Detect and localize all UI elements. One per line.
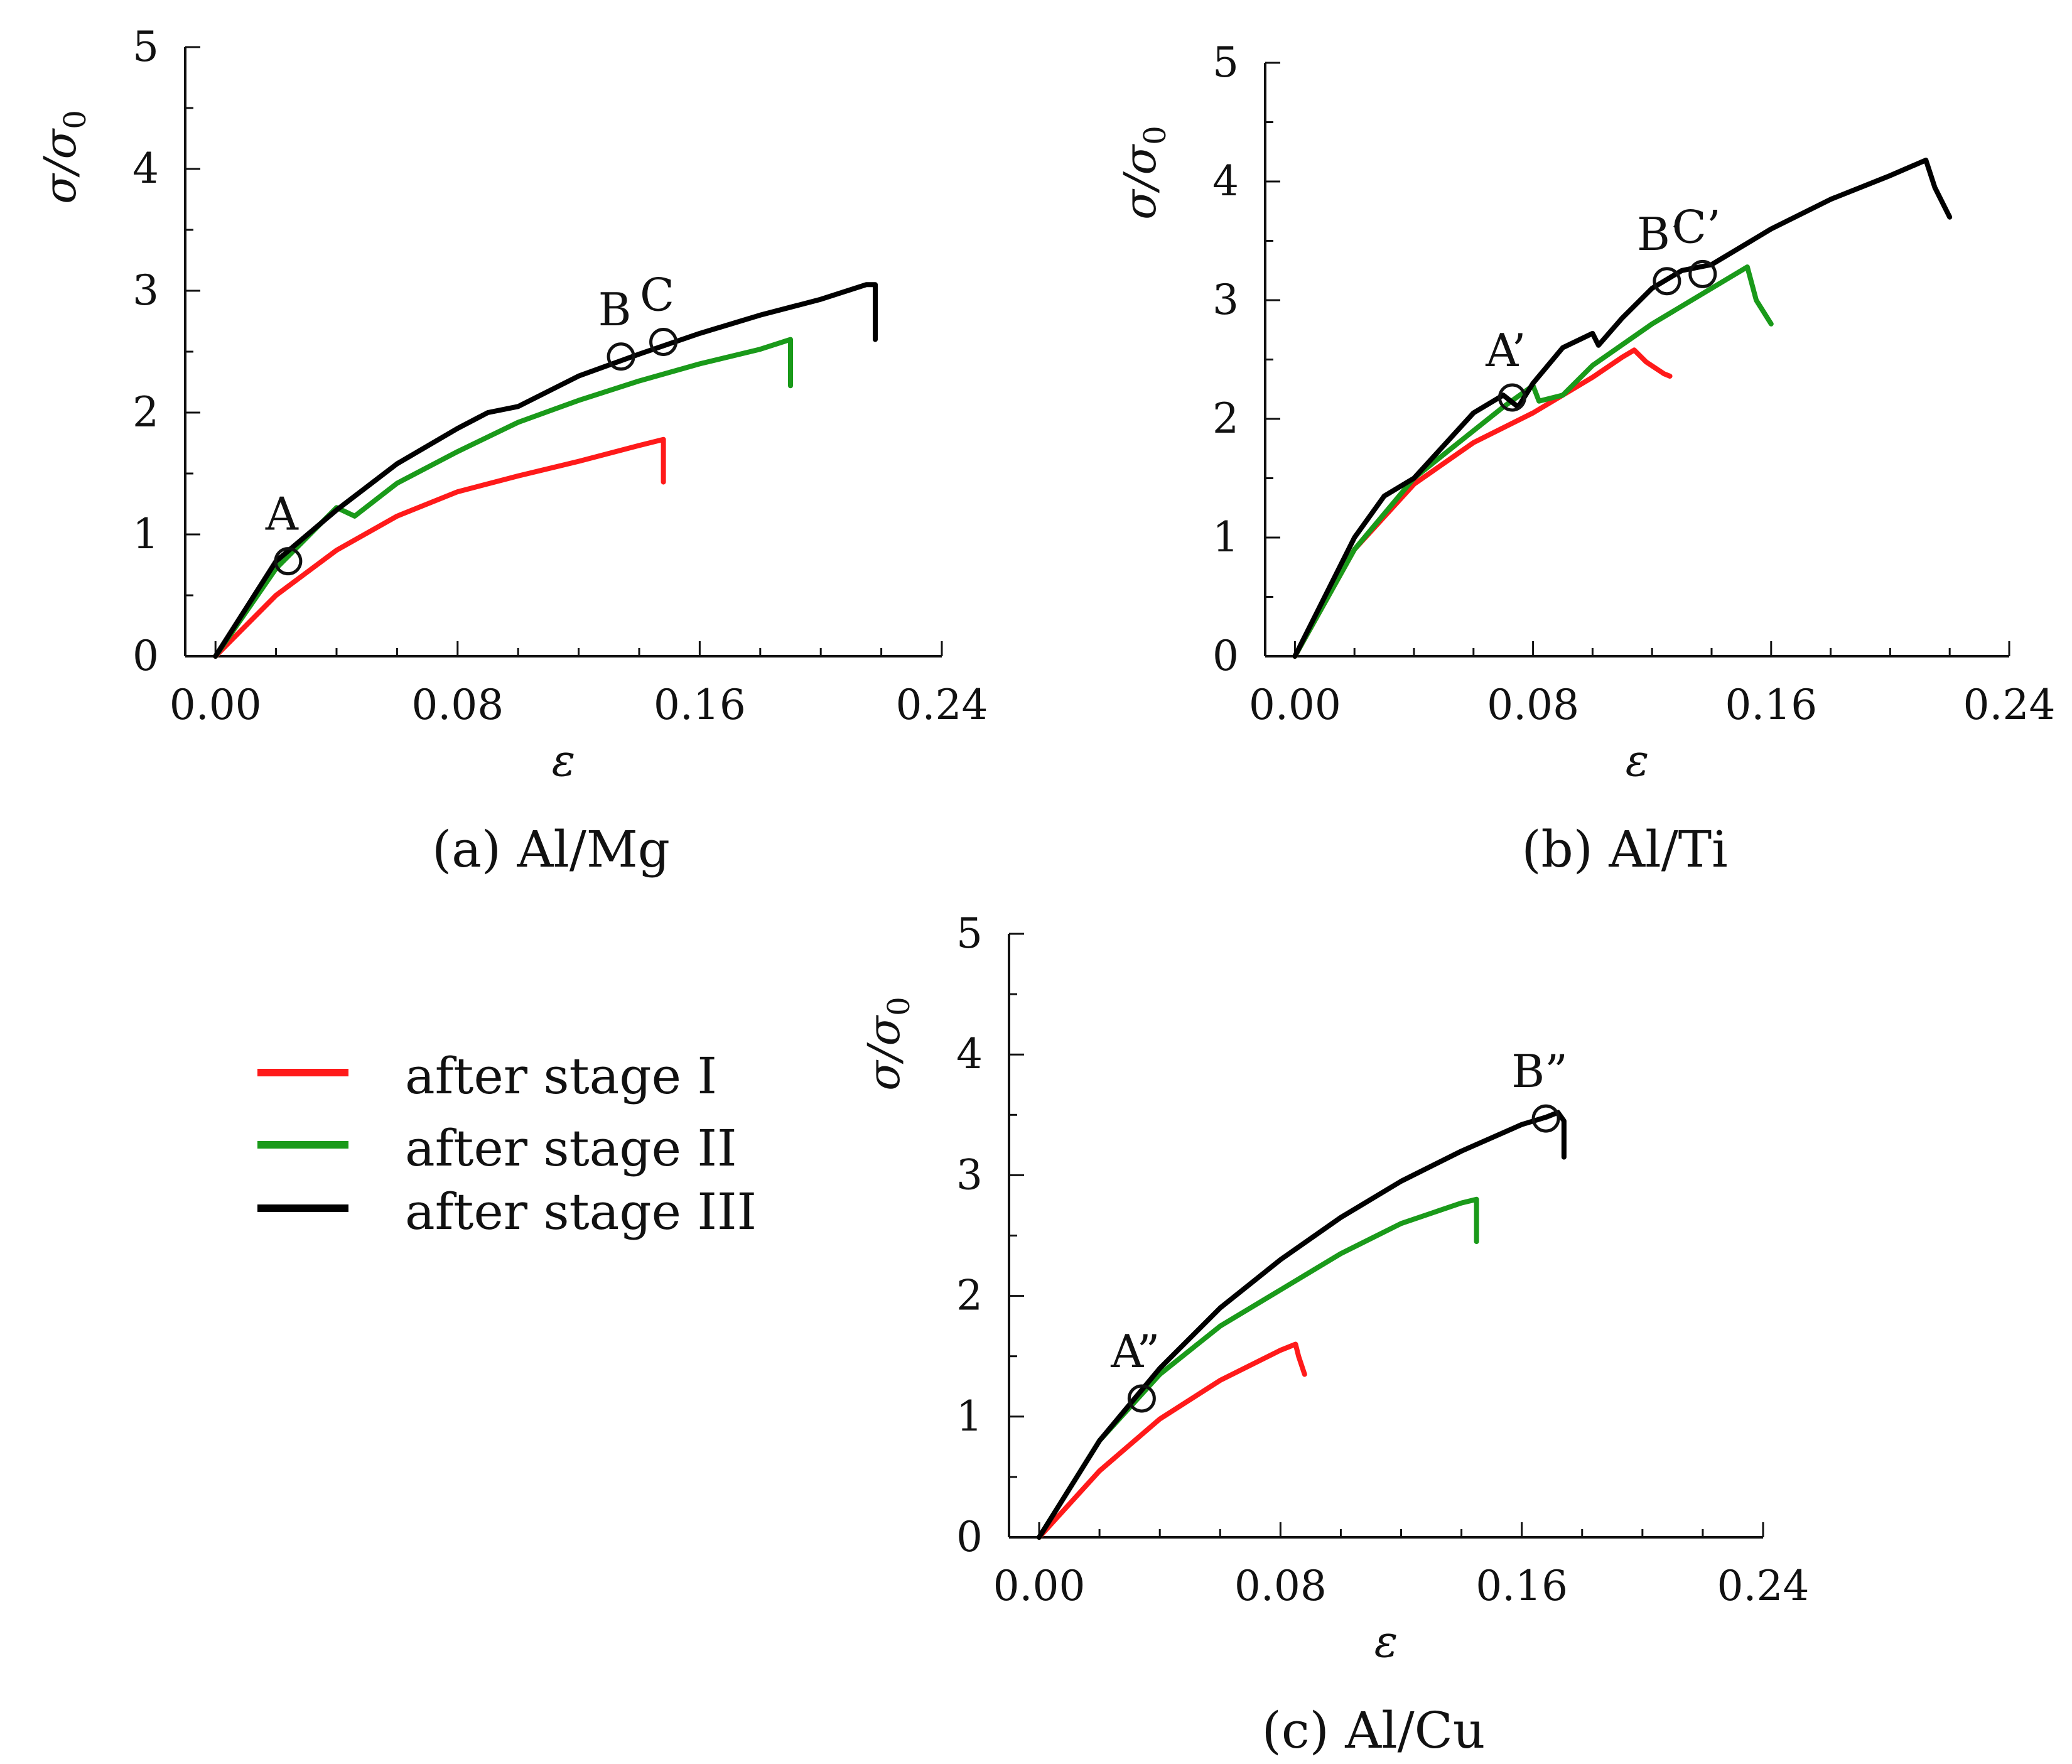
annotation-marker	[649, 327, 678, 356]
y-tick-label: 3	[1212, 276, 1239, 324]
y-axis-label-subscript: 0	[882, 997, 917, 1016]
series-line-after-stage-i	[1292, 347, 1673, 659]
y-tick-label: 1	[1212, 513, 1239, 561]
x-tick-label: 0.00	[1249, 681, 1341, 729]
series-line-after-stage-ii	[1037, 1196, 1479, 1540]
y-axis-label-subscript: 0	[1138, 126, 1173, 145]
y-tick-label: 5	[132, 23, 159, 71]
x-tick-label: 0.08	[1234, 1562, 1327, 1610]
x-tick-label: 0.08	[411, 681, 504, 729]
x-tick-label: 0.16	[654, 681, 746, 729]
y-tick-label: 0	[132, 632, 159, 680]
panel-caption: (b) Al/Ti	[1521, 820, 1727, 879]
x-tick-label: 0.24	[1717, 1562, 1810, 1610]
y-tick-label: 4	[956, 1030, 983, 1078]
y-tick-label: 0	[956, 1513, 983, 1561]
annotation-label: A”	[1110, 1325, 1160, 1378]
x-tick-label: 0.16	[1725, 681, 1817, 729]
annotation-marker	[1688, 259, 1717, 288]
series-line-after-stage-ii	[1292, 264, 1774, 659]
legend-label-stage-i: after stage I	[405, 1047, 717, 1105]
y-tick-label: 4	[1212, 157, 1239, 205]
x-tick-label: 0.00	[170, 681, 262, 729]
annotation-marker	[274, 547, 303, 576]
panel-caption: (a) Al/Mg	[432, 820, 670, 879]
series-line-after-stage-ii	[213, 337, 793, 659]
y-tick-label: 3	[132, 266, 159, 315]
annotation-marker	[1531, 1104, 1560, 1133]
annotation-label: A	[265, 488, 299, 541]
y-tick-label: 2	[1212, 394, 1239, 443]
x-axis-label: ε	[552, 735, 576, 786]
x-tick-label: 0.16	[1476, 1562, 1568, 1610]
y-tick-label: 4	[132, 144, 159, 193]
y-axis-label: σ/σ0	[35, 110, 93, 204]
x-tick-label: 0.08	[1487, 681, 1579, 729]
x-tick-label: 0.00	[993, 1562, 1086, 1610]
annotation-label: B”	[1511, 1045, 1568, 1098]
annotation-label: C	[640, 268, 674, 321]
annotation-label: C’	[1672, 200, 1721, 253]
annotation-label: B	[598, 283, 632, 336]
annotation-marker	[1127, 1384, 1156, 1413]
legend-label-stage-iii: after stage III	[405, 1182, 757, 1241]
y-axis-label-main: σ/σ	[35, 127, 86, 203]
annotation-marker	[1653, 267, 1681, 296]
y-tick-label: 1	[956, 1392, 983, 1441]
y-tick-label: 2	[132, 388, 159, 436]
y-tick-label: 2	[956, 1272, 983, 1320]
y-tick-label: 5	[1212, 38, 1239, 87]
series-line-after-stage-i	[1037, 1341, 1307, 1540]
y-tick-label: 5	[956, 909, 983, 958]
y-axis-label-main: σ/σ	[858, 1014, 910, 1090]
y-axis-label-subscript: 0	[58, 110, 93, 129]
y-axis-label: σ/σ0	[1114, 126, 1173, 220]
x-axis-label: ε	[1626, 735, 1649, 786]
panel-caption: (c) Al/Cu	[1262, 1701, 1486, 1760]
y-axis-label: σ/σ0	[858, 997, 917, 1091]
y-tick-label: 0	[1212, 632, 1239, 680]
annotation-marker	[607, 342, 635, 371]
series-line-after-stage-iii	[1292, 158, 1953, 659]
x-axis-label: ε	[1374, 1616, 1398, 1667]
x-tick-label: 0.24	[1963, 681, 2056, 729]
annotation-marker	[1497, 383, 1526, 412]
x-tick-label: 0.24	[896, 681, 988, 729]
annotation-label: A’	[1485, 324, 1526, 377]
series-line-after-stage-iii	[213, 282, 878, 659]
annotation-label: B’	[1637, 208, 1685, 261]
y-tick-label: 3	[956, 1150, 983, 1199]
legend: after stage I after stage II after stage…	[257, 1047, 757, 1241]
series-line-after-stage-i	[213, 436, 666, 659]
y-axis-label-main: σ/σ	[1114, 143, 1166, 219]
y-tick-label: 1	[132, 510, 159, 558]
legend-label-stage-ii: after stage II	[405, 1119, 737, 1177]
